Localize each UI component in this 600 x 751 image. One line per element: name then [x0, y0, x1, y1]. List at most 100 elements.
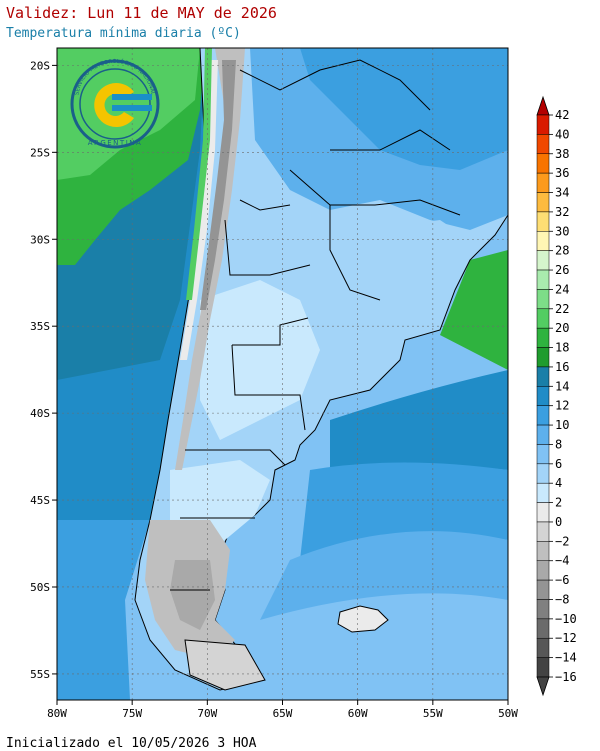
colorbar-swatch — [536, 250, 550, 271]
logo-bar-bottom — [112, 105, 152, 111]
colorbar-tick-label: 10 — [555, 418, 569, 432]
colorbar-tick-label: 34 — [555, 186, 569, 200]
colorbar-swatch — [536, 347, 550, 368]
colorbar-tick-label: 6 — [555, 457, 562, 471]
south-patagonia-colder — [170, 560, 215, 630]
colorbar-swatch — [536, 657, 550, 678]
colorbar-swatch — [536, 153, 550, 174]
colorbar-tick-label: 40 — [555, 127, 569, 141]
atlantic-band-8-10 — [300, 462, 508, 560]
colorbar-tick-label: −4 — [555, 554, 569, 568]
colorbar-bottom-arrow — [536, 676, 550, 697]
lon-tick-label: 50W — [498, 707, 518, 720]
colorbar-tick-label: 18 — [555, 341, 569, 355]
colorbar-tick-label: −16 — [555, 670, 577, 684]
colorbar-swatch — [536, 366, 550, 387]
atlantic-tropical-warm — [440, 250, 508, 370]
colorbar-swatch — [536, 405, 550, 426]
colorbar-swatch — [536, 231, 550, 251]
colorbar-swatch — [536, 560, 550, 581]
colorbar-swatch — [536, 327, 550, 348]
land-zone-2-4 — [200, 280, 320, 440]
colorbar-tick-label: 38 — [555, 147, 569, 161]
colorbar-swatch — [536, 114, 550, 135]
lat-tick-label: 20S — [30, 59, 50, 72]
colorbar-tick-label: 16 — [555, 360, 569, 374]
colorbar-swatch — [536, 637, 550, 658]
political-boundaries — [170, 59, 461, 591]
tierra-del-fuego — [184, 639, 266, 691]
land-zone-4-6 — [360, 220, 470, 330]
colorbar-tick-label: −8 — [555, 592, 569, 606]
colorbar-swatch — [536, 502, 550, 523]
colorbar-swatch — [536, 386, 550, 406]
lat-tick-label: 25S — [30, 146, 50, 159]
colorbar-tick-label: 36 — [555, 166, 569, 180]
lon-tick-label: 80W — [47, 707, 67, 720]
colorbar-tick-label: 4 — [555, 476, 562, 490]
colorbar-swatch — [536, 424, 550, 445]
colorbar-tick-label: 20 — [555, 321, 569, 335]
lon-tick-label: 60W — [348, 707, 368, 720]
colorbar-swatch — [536, 211, 550, 232]
colorbar-swatch — [536, 521, 550, 542]
lat-tick-label: 55S — [30, 668, 50, 681]
colorbar: 424038363432302826242220181614121086420−… — [536, 95, 577, 697]
colorbar-swatch — [536, 134, 550, 155]
lat-tick-label: 40S — [30, 407, 50, 420]
colorbar-top-arrow — [536, 95, 550, 116]
colorbar-tick-label: 42 — [555, 108, 569, 122]
colorbar-tick-label: 22 — [555, 302, 569, 316]
map-panel — [57, 48, 508, 700]
latitude-axis: 20S 25S 30S 35S 40S 45S 50S 55S — [30, 59, 57, 681]
colorbar-tick-label: −2 — [555, 534, 569, 548]
longitude-axis: 80W 75W 70W 65W 60W 55W 50W — [47, 700, 518, 720]
colorbar-tick-label: 12 — [555, 399, 569, 413]
colorbar-tick-label: 32 — [555, 205, 569, 219]
lat-tick-label: 50S — [30, 581, 50, 594]
lon-tick-label: 75W — [122, 707, 142, 720]
colorbar-swatch — [536, 444, 550, 465]
colorbar-swatch — [536, 289, 550, 310]
colorbar-tick-label: 28 — [555, 244, 569, 258]
atlantic-band-10-12 — [330, 370, 508, 470]
logo-ring — [70, 59, 160, 149]
logo-bottom-text: ARGENTINA — [88, 139, 143, 147]
lon-tick-label: 70W — [197, 707, 217, 720]
colorbar-tick-label: 0 — [555, 515, 562, 529]
colorbar-swatch — [536, 308, 550, 329]
lat-tick-label: 35S — [30, 320, 50, 333]
logo-inner-ring — [79, 68, 151, 140]
colorbar-swatch — [536, 192, 550, 213]
colorbar-tick-label: 24 — [555, 282, 569, 296]
malvinas-islands — [337, 605, 389, 633]
colorbar-swatch — [536, 482, 550, 503]
map-subtitle: Temperatura mínima diaria (ºC) — [6, 26, 241, 41]
lat-tick-label: 30S — [30, 233, 50, 246]
colorbar-tick-label: −10 — [555, 612, 577, 626]
colorbar-tick-label: 14 — [555, 379, 569, 393]
map-title: Validez: Lun 11 de MAY de 2026 — [6, 4, 277, 22]
atlantic-band-6-8 — [260, 531, 508, 620]
colorbar-swatch — [536, 618, 550, 639]
colorbar-swatch — [536, 599, 550, 620]
colorbar-tick-label: −12 — [555, 631, 577, 645]
colorbar-swatch — [536, 579, 550, 600]
colorbar-swatch — [536, 172, 550, 193]
colorbar-swatch — [536, 269, 550, 290]
init-timestamp: Inicializado el 10/05/2026 3 HOA — [6, 736, 257, 751]
lon-tick-label: 65W — [273, 707, 293, 720]
andes-colder-strip — [200, 60, 236, 310]
logo-bar-top — [112, 94, 152, 100]
andes-coastal-warm — [186, 48, 212, 300]
pacific-warm-area — [57, 520, 150, 700]
colorbar-tick-label: 26 — [555, 263, 569, 277]
colorbar-tick-label: −14 — [555, 651, 577, 665]
colorbar-tick-label: −6 — [555, 573, 569, 587]
colorbar-swatch — [536, 541, 550, 561]
land-zone-8-10 — [300, 48, 508, 170]
colorbar-tick-label: 2 — [555, 496, 562, 510]
colorbar-tick-label: 30 — [555, 224, 569, 238]
lat-tick-label: 45S — [30, 494, 50, 507]
